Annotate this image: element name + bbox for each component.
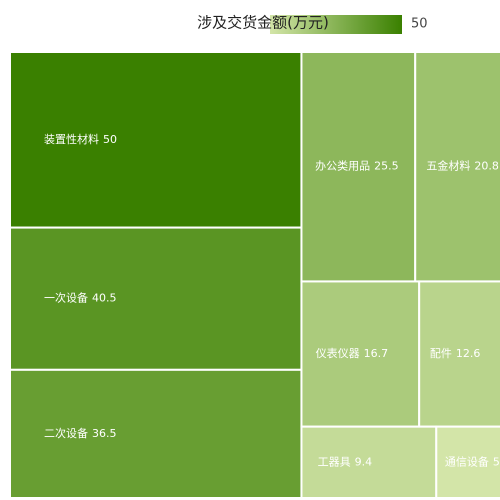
cell-value: 36.5 [92,427,117,440]
cell-value: 50 [103,133,117,146]
cell-value: 25.5 [374,160,399,173]
cell-name: 五金材料 [426,159,470,173]
cell-name: 办公类用品 [315,159,370,173]
visual-map-bar [270,15,402,34]
cell-label: 配件 12.6 [430,347,481,360]
cell-value: 16.7 [364,347,389,360]
cell-value: 40.5 [92,292,117,305]
cell-name: 通信设备 [445,454,489,468]
cell-name: 工器具 [318,455,351,468]
treemap: 装置性材料 50 一次设备 40.5 二次设备 36.5 办公类用品 25.5 五金材料 20.8… [9,51,500,500]
visual-map-max: 50 [411,17,428,32]
cell-label: 仪表仪器 16.7 [316,346,389,360]
cell-name: 装置性材料 [44,132,99,146]
treemap-cell [300,280,421,428]
cell-value: 20.8 [474,160,499,173]
cell-label: 五金材料 20.8 [426,159,499,173]
cell-label: 办公类用品 25.5 [315,159,399,173]
cell-value: 12.6 [456,347,481,360]
cell-name: 仪表仪器 [316,346,360,360]
treemap-cell [435,425,500,500]
chart-title: 涉及交货金额(万元) [197,14,329,32]
cell-name: 配件 [430,347,452,360]
cell-name: 一次设备 [44,291,88,305]
treemap-cell [418,280,500,428]
cell-label: 通信设备 5 [445,454,500,468]
cell-label: 装置性材料 50 [44,132,117,146]
cell-label: 工器具 9.4 [318,455,373,468]
cell-value: 9.4 [355,455,373,468]
cell-label: 二次设备 36.5 [44,426,117,440]
cell-name: 二次设备 [44,426,88,440]
cell-label: 一次设备 40.5 [44,291,117,305]
cell-value: 5 [493,455,500,468]
